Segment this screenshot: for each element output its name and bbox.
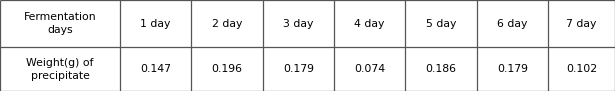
Text: 1 day: 1 day xyxy=(140,19,171,29)
Text: 5 day: 5 day xyxy=(426,19,456,29)
Text: 3 day: 3 day xyxy=(283,19,314,29)
Text: Weight(g) of
precipitate: Weight(g) of precipitate xyxy=(26,58,93,81)
Text: 0.186: 0.186 xyxy=(426,64,456,74)
Text: 7 day: 7 day xyxy=(566,19,597,29)
Text: 0.074: 0.074 xyxy=(354,64,385,74)
Text: Fermentation
days: Fermentation days xyxy=(23,12,97,35)
Text: 0.147: 0.147 xyxy=(140,64,171,74)
Text: 2 day: 2 day xyxy=(212,19,242,29)
Text: 0.179: 0.179 xyxy=(283,64,314,74)
Text: 4 day: 4 day xyxy=(354,19,385,29)
Text: 0.102: 0.102 xyxy=(566,64,597,74)
Text: 0.179: 0.179 xyxy=(497,64,528,74)
Text: 0.196: 0.196 xyxy=(212,64,242,74)
Text: 6 day: 6 day xyxy=(497,19,528,29)
